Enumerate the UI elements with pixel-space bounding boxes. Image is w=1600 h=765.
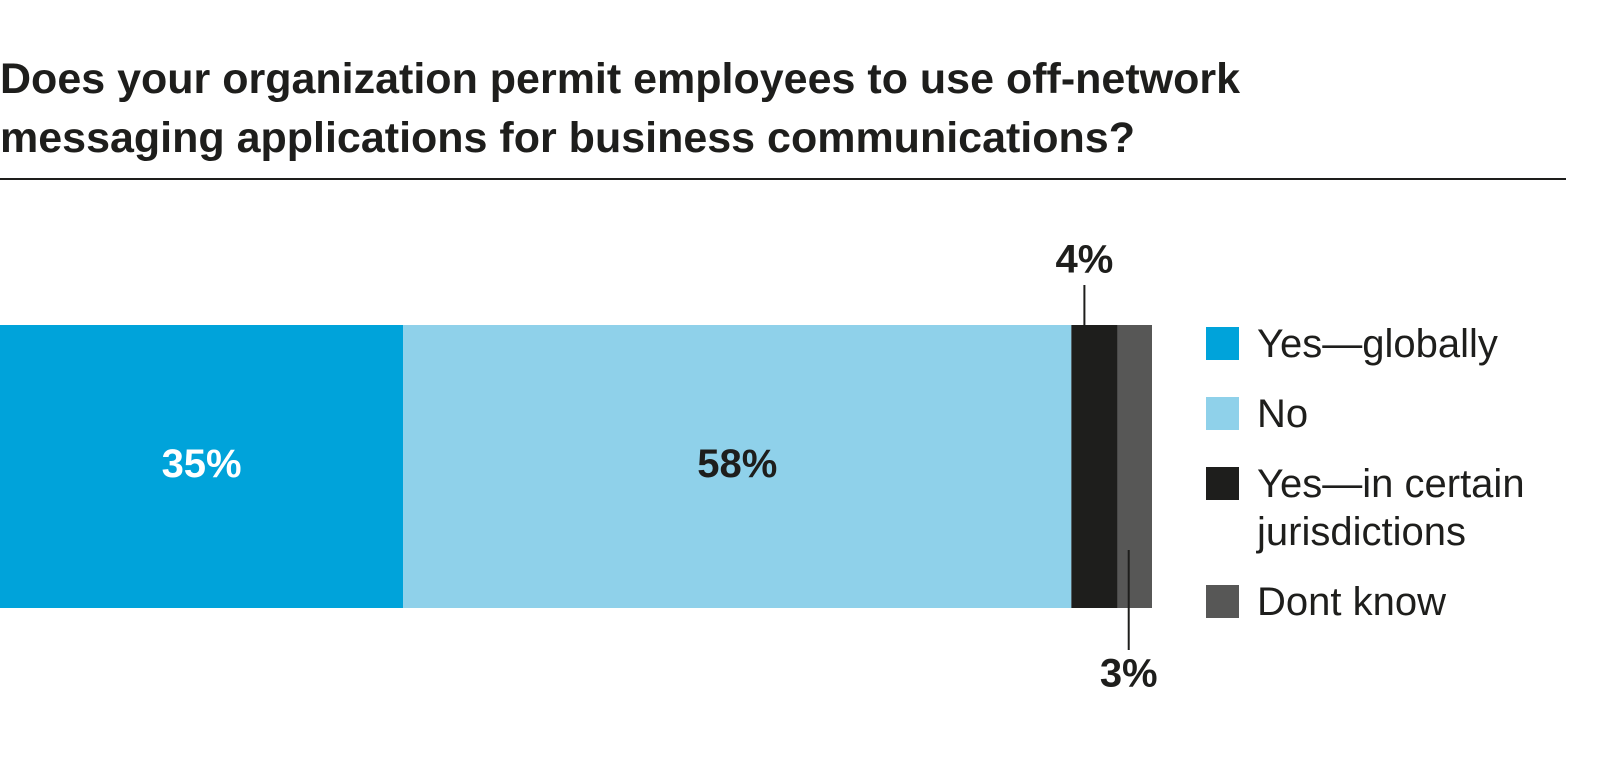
value-label: 58% (697, 442, 777, 486)
chart-title: Does your organization permit employees … (0, 55, 1241, 162)
legend-label: Yes—in certain jurisdictions (1257, 462, 1525, 554)
title-rule (0, 178, 1566, 180)
value-label: 3% (1100, 652, 1158, 696)
bar-segment (1071, 325, 1118, 608)
legend-label: Yes—globally (1257, 322, 1498, 366)
legend-swatch (1206, 585, 1239, 618)
bar-segment (0, 325, 404, 608)
legend-swatch (1206, 397, 1239, 430)
legend-label: No (1257, 392, 1309, 436)
legend-swatch (1206, 467, 1239, 500)
bar-segment (403, 325, 1072, 608)
value-label: 4% (1055, 238, 1113, 282)
value-label: 35% (162, 442, 242, 486)
legend: Yes—globally No Yes—in certain jurisdictio… (1206, 320, 1586, 648)
legend-swatch (1206, 327, 1239, 360)
legend-item: Dont know (1206, 578, 1586, 626)
legend-label: Dont know (1257, 580, 1446, 624)
legend-item: No (1206, 390, 1586, 438)
bar-segment (1117, 325, 1152, 608)
legend-item: Yes—in certain jurisdictions (1206, 460, 1586, 556)
legend-item: Yes—globally (1206, 320, 1586, 368)
